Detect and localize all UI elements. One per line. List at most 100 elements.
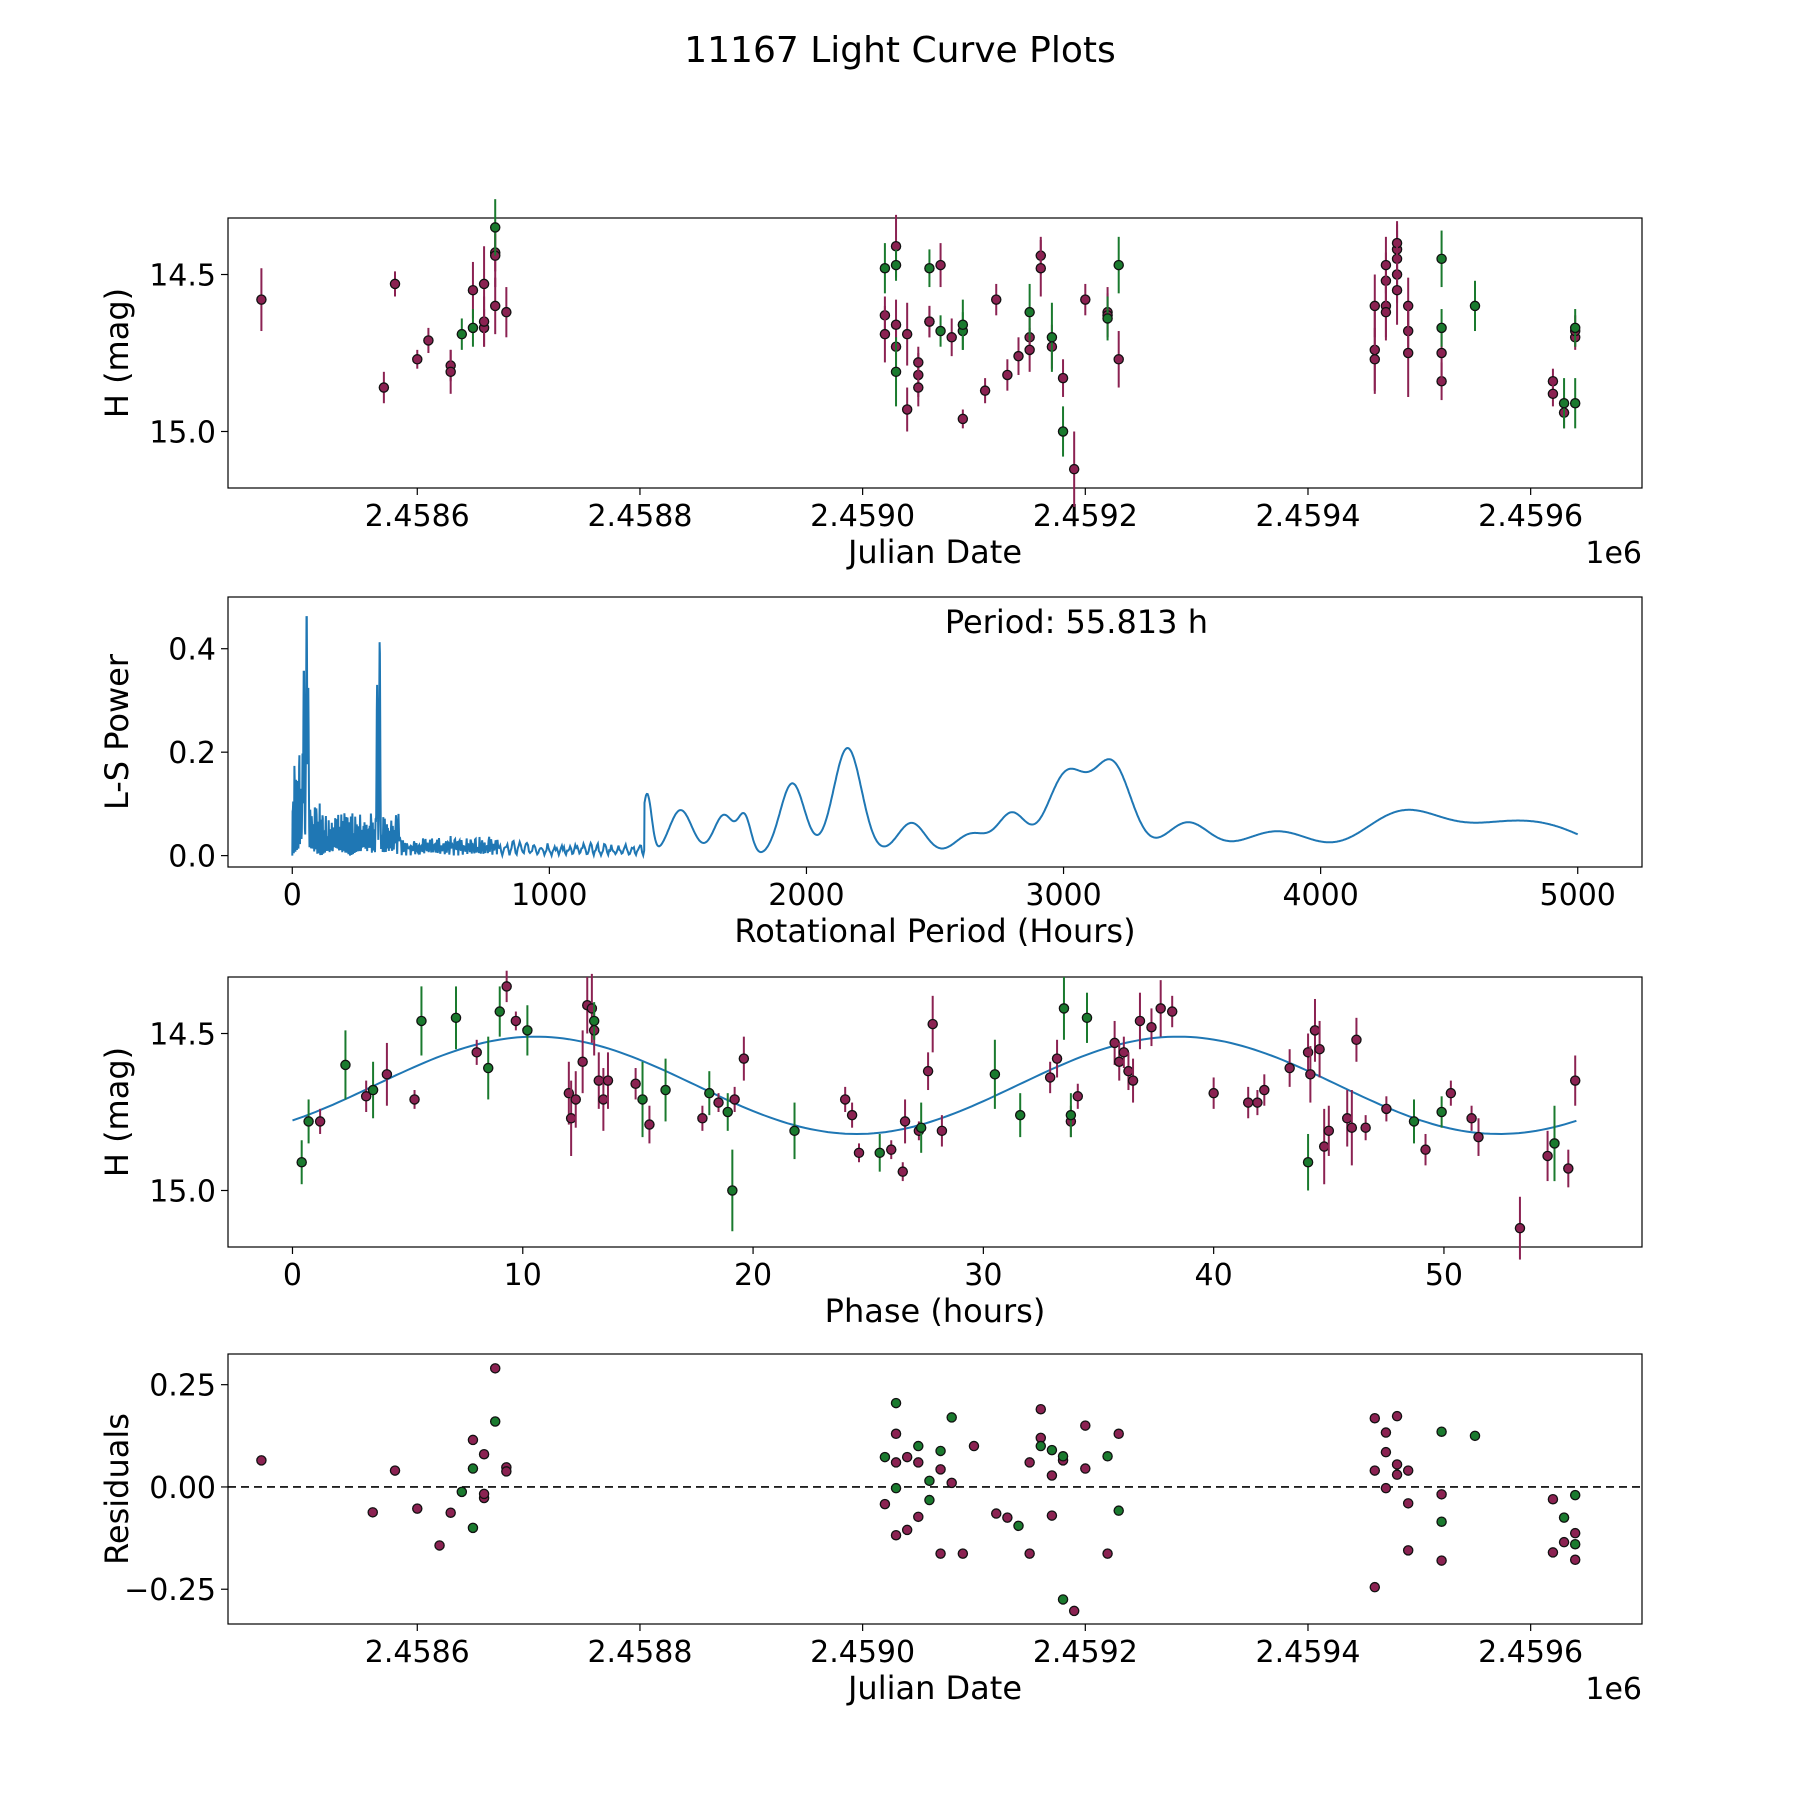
data-point — [412, 354, 423, 365]
data-point — [946, 1477, 957, 1489]
data-point — [1436, 347, 1447, 359]
data-point — [1436, 1489, 1447, 1500]
data-point — [1445, 1087, 1457, 1099]
data-point — [968, 1440, 980, 1452]
plot-frame — [227, 976, 1643, 1248]
data-point — [1102, 1548, 1113, 1559]
data-point — [1569, 322, 1581, 334]
x-tick-label: 30 — [964, 1258, 1002, 1293]
data-point — [1046, 1444, 1058, 1456]
data-point — [890, 1529, 902, 1541]
data-point — [1469, 300, 1481, 312]
data-point — [1058, 1003, 1070, 1014]
data-point — [1436, 253, 1447, 265]
data-point — [588, 1015, 600, 1027]
data-point — [1369, 300, 1381, 312]
data-point — [501, 981, 512, 992]
y-axis-label: H (mag) — [98, 1047, 136, 1177]
y-tick-label: 0.25 — [149, 1369, 216, 1404]
y-axis-label: L-S Power — [98, 653, 136, 810]
x-tick-label: 10 — [504, 1258, 542, 1293]
data-point — [1547, 388, 1559, 400]
data-point — [1391, 1410, 1403, 1422]
x-tick-label: 3000 — [1025, 878, 1101, 913]
x-tick-label: 2.4586 — [365, 1635, 470, 1670]
data-point — [1044, 1072, 1056, 1083]
data-point — [935, 1464, 946, 1475]
data-point — [1469, 1430, 1481, 1442]
data-point — [630, 1078, 641, 1089]
data-point — [1113, 1056, 1125, 1068]
data-point — [957, 1548, 969, 1559]
data-point — [890, 1397, 902, 1409]
data-point — [1118, 1047, 1130, 1058]
x-tick-label: 2.4588 — [587, 499, 692, 534]
data-point — [1436, 322, 1447, 334]
x-tick-label: 2.4596 — [1478, 499, 1583, 534]
scatter-residuals — [256, 1363, 1581, 1617]
data-point — [1547, 1547, 1559, 1558]
x-tick-label: 2.4596 — [1478, 1635, 1583, 1670]
data-point — [593, 1075, 605, 1086]
data-point — [935, 259, 946, 271]
data-point — [456, 328, 468, 340]
data-point — [489, 1416, 501, 1427]
data-point — [1057, 372, 1069, 384]
data-point — [1351, 1034, 1362, 1046]
data-point — [1002, 1512, 1013, 1523]
x-tick-label: 5000 — [1540, 878, 1616, 913]
data-point — [256, 1455, 267, 1466]
x-tick-label: 1000 — [511, 878, 587, 913]
data-point — [913, 1457, 924, 1468]
data-point — [915, 1122, 927, 1133]
data-point — [416, 1015, 427, 1027]
data-point — [1542, 1150, 1553, 1162]
data-point — [389, 278, 401, 290]
data-point — [1380, 306, 1392, 318]
x-axis-label: Julian Date — [846, 533, 1022, 571]
data-point — [1057, 1594, 1069, 1605]
data-point — [1569, 1075, 1581, 1086]
data-point — [1380, 259, 1392, 271]
data-point — [660, 1084, 671, 1096]
data-point — [1068, 1605, 1080, 1617]
data-point — [957, 413, 969, 425]
data-point — [412, 1503, 423, 1514]
data-point — [879, 262, 891, 274]
data-point — [1369, 354, 1381, 365]
data-point — [727, 1185, 738, 1196]
data-point — [1436, 1555, 1447, 1566]
data-point — [890, 1482, 902, 1494]
y-axis-label: H (mag) — [98, 288, 136, 418]
data-point — [713, 1097, 724, 1108]
data-point — [389, 1465, 401, 1476]
data-point — [1558, 397, 1570, 409]
series-purple — [256, 214, 1581, 507]
data-point — [890, 319, 902, 330]
data-point — [256, 294, 267, 305]
data-point — [913, 357, 924, 368]
data-point — [1305, 1069, 1316, 1080]
data-point — [1360, 1122, 1371, 1133]
data-point — [1466, 1113, 1477, 1124]
data-point — [913, 1440, 924, 1452]
data-point — [1057, 426, 1069, 437]
data-point — [1284, 1062, 1295, 1074]
fit-curve — [292, 1035, 1577, 1136]
data-point — [1166, 1006, 1178, 1017]
data-point — [729, 1094, 740, 1105]
data-point — [478, 1488, 490, 1500]
data-point — [445, 366, 456, 378]
data-point — [296, 1156, 307, 1168]
data-point — [738, 1053, 750, 1064]
x-tick-label: 2000 — [768, 878, 844, 913]
data-point — [1024, 344, 1035, 356]
x-tick-label: 2.4590 — [810, 1635, 915, 1670]
data-point — [935, 1445, 946, 1457]
data-point — [360, 1091, 372, 1102]
data-point — [1391, 1469, 1403, 1480]
data-point — [890, 259, 902, 271]
data-point — [1024, 1457, 1035, 1468]
data-point — [367, 1507, 378, 1518]
data-point — [482, 1062, 494, 1074]
